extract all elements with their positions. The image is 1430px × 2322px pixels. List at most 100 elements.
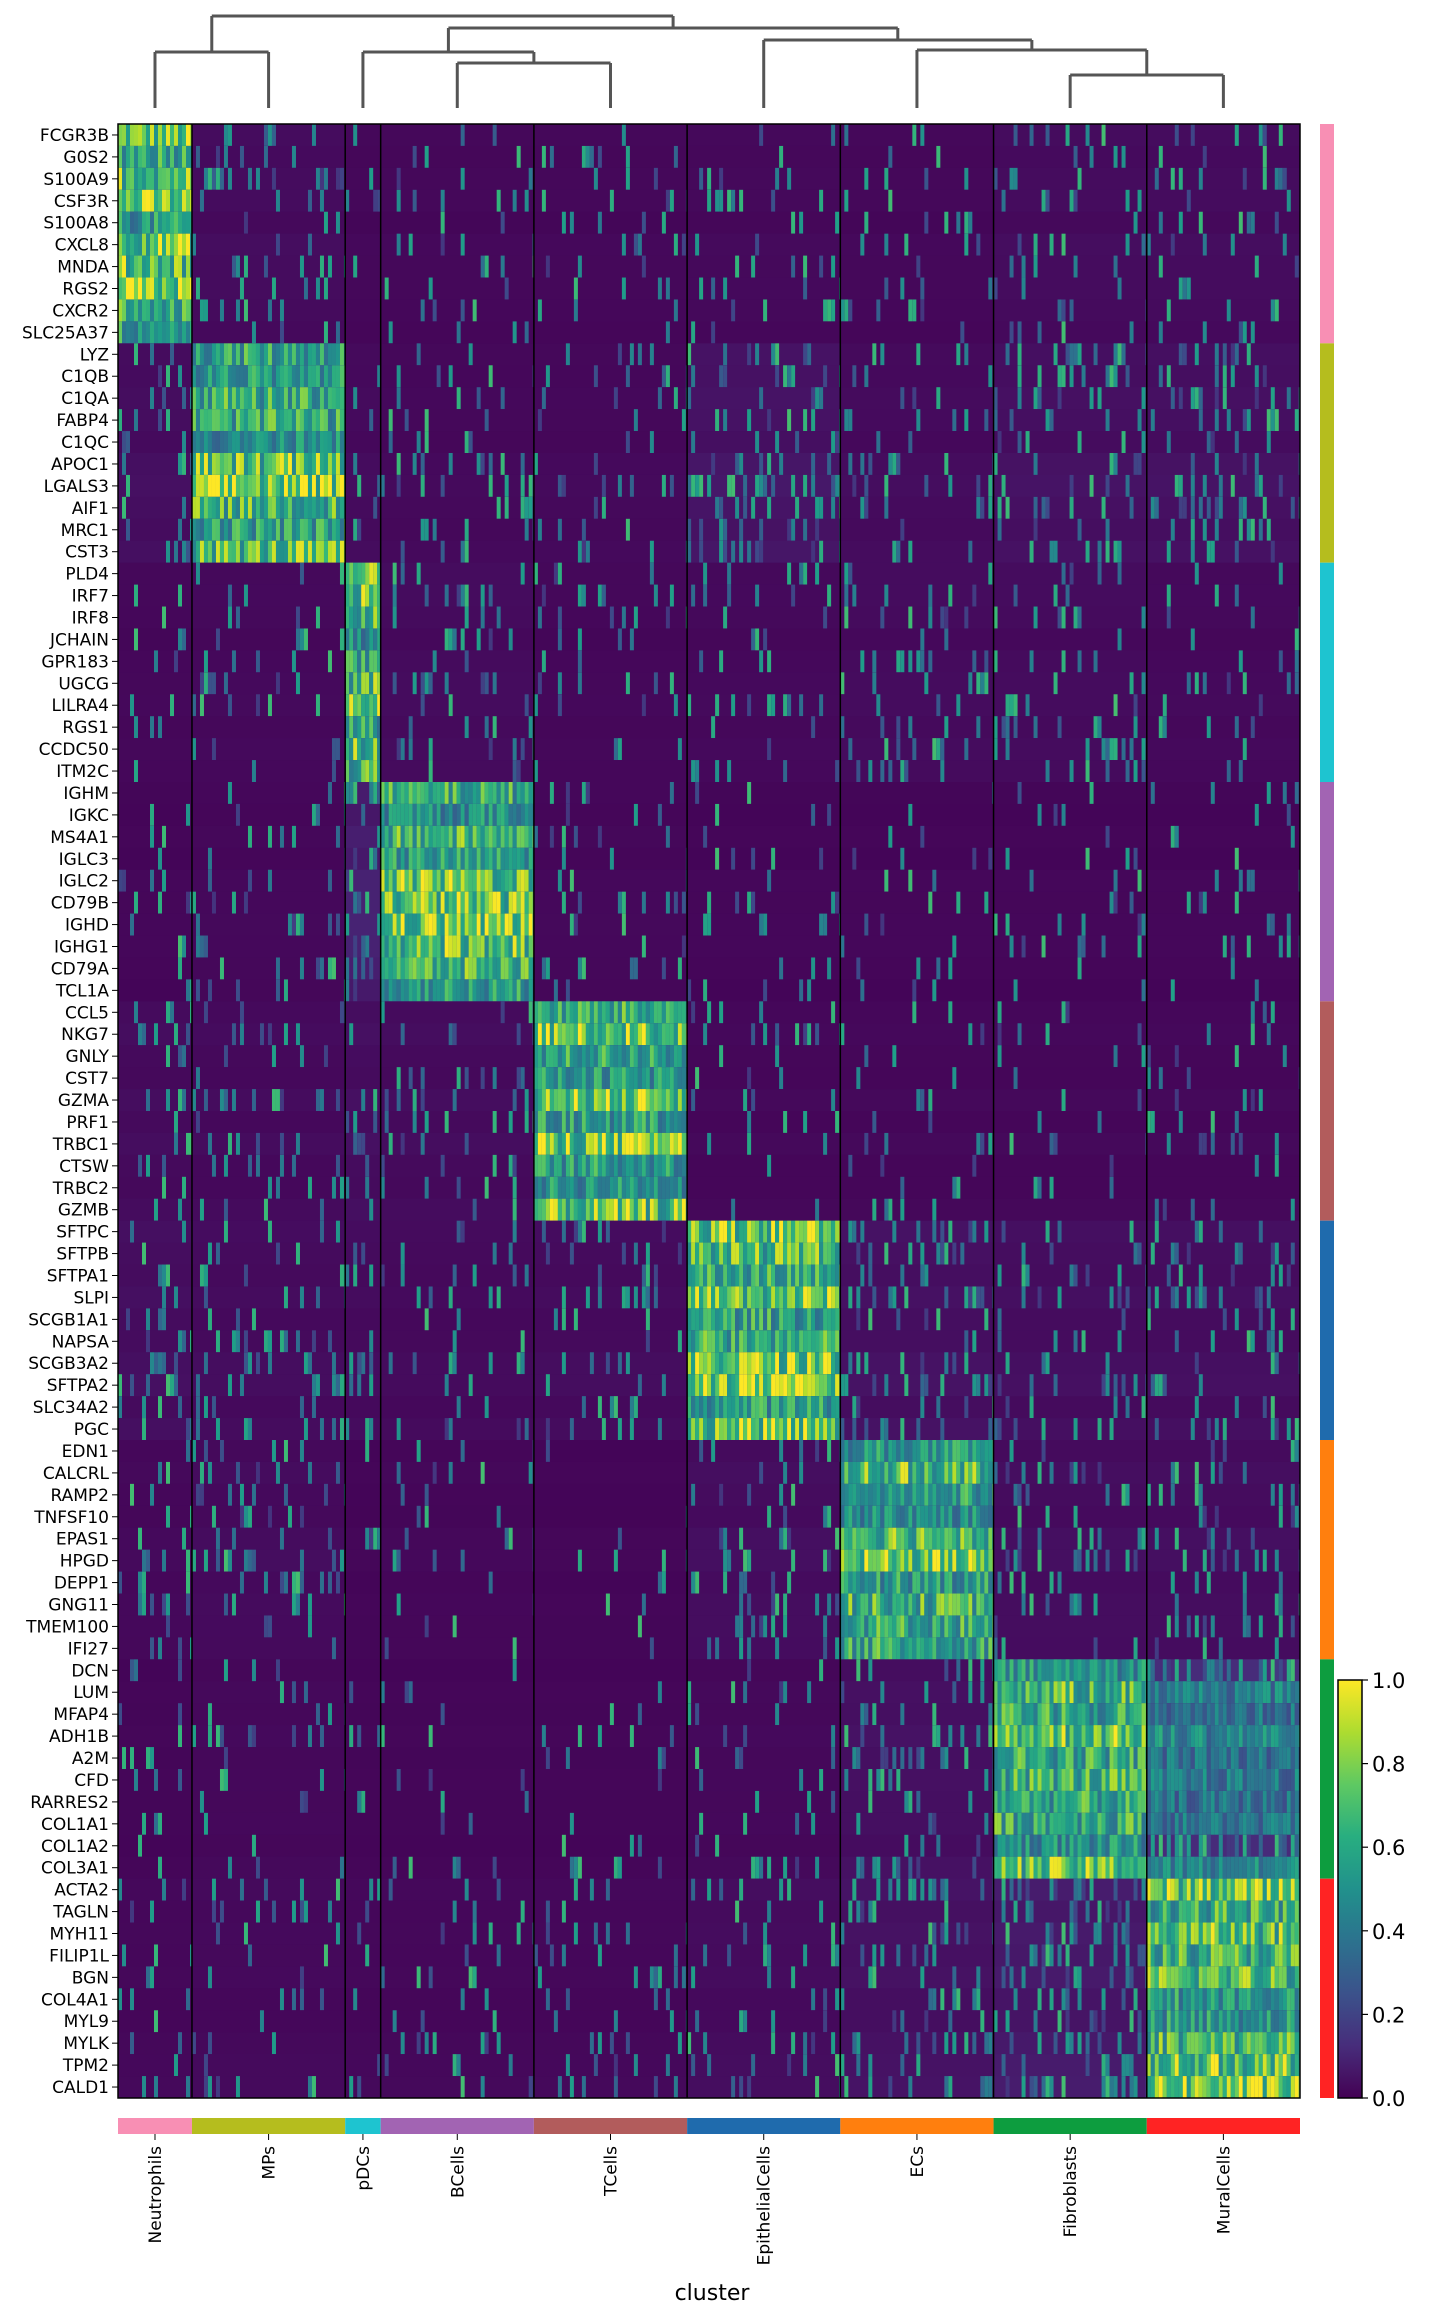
heatmap-cell	[578, 1155, 582, 1177]
heatmap-cell	[1122, 146, 1126, 168]
heatmap-cell	[284, 453, 288, 475]
heatmap-cell	[328, 870, 332, 892]
heatmap-cell	[236, 409, 240, 431]
heatmap-cell	[192, 914, 346, 936]
heatmap-cell	[154, 124, 158, 146]
heatmap-cell	[739, 453, 743, 475]
heatmap-cell	[192, 607, 346, 629]
heatmap-cell	[405, 848, 409, 870]
heatmap-cell	[1195, 1286, 1199, 1308]
heatmap-cell	[783, 1374, 787, 1396]
heatmap-cell	[1199, 409, 1203, 431]
heatmap-cell	[312, 365, 316, 387]
heatmap-cell	[308, 365, 312, 387]
heatmap-cell	[393, 782, 397, 804]
heatmap-cell	[138, 321, 142, 343]
heatmap-cell	[1263, 365, 1267, 387]
heatmap-cell	[397, 1089, 401, 1111]
heatmap-cell	[586, 1177, 590, 1199]
heatmap-cell	[174, 278, 178, 300]
heatmap-cell	[304, 387, 308, 409]
heatmap-cell	[687, 365, 841, 387]
heatmap-cell	[618, 1177, 622, 1199]
heatmap-cell	[316, 475, 320, 497]
heatmap-cell	[445, 1418, 449, 1440]
heatmap-cell	[336, 365, 340, 387]
heatmap-cell	[284, 365, 288, 387]
heatmap-cell	[381, 607, 535, 629]
heatmap-cell	[1002, 475, 1006, 497]
heatmap-cell	[182, 1221, 186, 1243]
heatmap-cell	[228, 168, 232, 190]
heatmap-cell	[1255, 1286, 1259, 1308]
heatmap-cell	[779, 1330, 783, 1352]
heatmap-cell	[956, 1462, 960, 1484]
heatmap-cell	[892, 1550, 896, 1572]
heatmap-cell	[956, 1177, 960, 1199]
heatmap-cell	[485, 957, 489, 979]
heatmap-cell	[864, 1528, 868, 1550]
heatmap-cell	[433, 848, 437, 870]
heatmap-cell	[799, 1440, 803, 1462]
heatmap-cell	[268, 1221, 272, 1243]
heatmap-cell	[994, 914, 1148, 936]
heatmap-cell	[345, 519, 381, 541]
heatmap-cell	[783, 1286, 787, 1308]
heatmap-cell	[1171, 1484, 1175, 1506]
heatmap-cell	[940, 1440, 944, 1462]
heatmap-cell	[1094, 1550, 1098, 1572]
heatmap-cell	[268, 1177, 272, 1199]
heatmap-cell	[256, 1133, 260, 1155]
heatmap-cell	[650, 1177, 654, 1199]
heatmap-cell	[162, 826, 166, 848]
heatmap-cell	[994, 1330, 1148, 1352]
heatmap-cell	[646, 1001, 650, 1023]
heatmap-cell	[719, 365, 723, 387]
heatmap-cell	[381, 453, 535, 475]
heatmap-cell	[200, 672, 204, 694]
heatmap-cell	[126, 168, 130, 190]
heatmap-cell	[1203, 1286, 1207, 1308]
heatmap-cell	[489, 365, 493, 387]
heatmap-cell	[908, 431, 912, 453]
heatmap-cell	[345, 234, 381, 256]
heatmap-cell	[385, 914, 389, 936]
heatmap-cell	[118, 1067, 192, 1089]
heatmap-cell	[413, 804, 417, 826]
heatmap-cell	[260, 387, 264, 409]
heatmap-cell	[819, 1308, 823, 1330]
heatmap-cell	[1122, 1484, 1126, 1506]
heatmap-cell	[421, 672, 425, 694]
heatmap-cell	[268, 475, 272, 497]
heatmap-cell	[248, 387, 252, 409]
heatmap-cell	[437, 979, 441, 1001]
heatmap-cell	[872, 672, 876, 694]
heatmap-cell	[578, 1221, 582, 1243]
heatmap-cell	[166, 1265, 170, 1287]
heatmap-cell	[244, 541, 248, 563]
heatmap-cell	[1050, 1243, 1054, 1265]
heatmap-cell	[178, 365, 182, 387]
heatmap-cell	[534, 343, 688, 365]
heatmap-cell	[296, 1243, 300, 1265]
heatmap-cell	[1239, 760, 1243, 782]
heatmap-cell	[264, 453, 268, 475]
heatmap-cell	[880, 343, 884, 365]
heatmap-cell	[417, 343, 421, 365]
heatmap-cell	[170, 278, 174, 300]
heatmap-cell	[622, 1023, 626, 1045]
heatmap-cell	[1267, 409, 1271, 431]
heatmap-cell	[182, 1089, 186, 1111]
heatmap-cell	[216, 146, 220, 168]
heatmap-cell	[397, 1067, 401, 1089]
heatmap-cell	[441, 957, 445, 979]
heatmap-cell	[900, 1550, 904, 1572]
heatmap-cell	[799, 979, 803, 1001]
heatmap-cell	[852, 365, 856, 387]
heatmap-cell	[699, 1418, 703, 1440]
heatmap-cell	[775, 1243, 779, 1265]
heatmap-cell	[1074, 190, 1078, 212]
heatmap-cell	[622, 1111, 626, 1133]
heatmap-cell	[208, 672, 212, 694]
heatmap-cell	[711, 1396, 715, 1418]
